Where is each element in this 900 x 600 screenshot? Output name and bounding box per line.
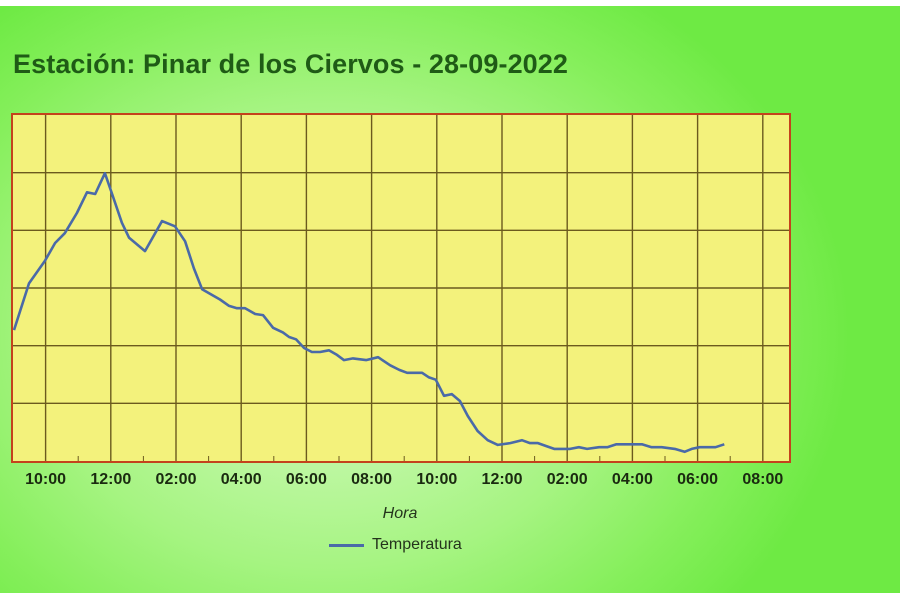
x-tick-label: 02:00 bbox=[155, 471, 197, 488]
x-tick-label: 12:00 bbox=[481, 471, 523, 488]
x-tick-label: 04:00 bbox=[611, 471, 653, 488]
temperature-line-chart bbox=[13, 115, 789, 461]
x-tick-label: 06:00 bbox=[285, 471, 327, 488]
x-tick-label: 10:00 bbox=[25, 471, 67, 488]
legend-item-temperatura[interactable]: Temperatura bbox=[372, 536, 462, 553]
x-axis-tick-labels: 10:00 12:00 02:00 04:00 06:00 08:00 10:00 12:00… bbox=[0, 471, 900, 493]
x-tick-label: 08:00 bbox=[742, 471, 784, 488]
series-line-temperatura[interactable] bbox=[13, 171, 725, 454]
chart-legend[interactable]: Temperatura bbox=[329, 536, 462, 554]
chart-plot-area bbox=[11, 113, 791, 463]
x-tick-label: 08:00 bbox=[351, 471, 393, 488]
x-tick-label: 04:00 bbox=[220, 471, 262, 488]
page-title: Estación: Pinar de los Ciervos - 28-09-2… bbox=[13, 49, 569, 79]
x-tick-label: 10:00 bbox=[416, 471, 458, 488]
x-tick-label: 02:00 bbox=[546, 471, 588, 488]
x-tick-label: 12:00 bbox=[90, 471, 132, 488]
x-axis-title: Hora bbox=[382, 505, 418, 522]
legend-line-swatch-icon bbox=[329, 543, 364, 547]
x-tick-label: 06:00 bbox=[677, 471, 719, 488]
